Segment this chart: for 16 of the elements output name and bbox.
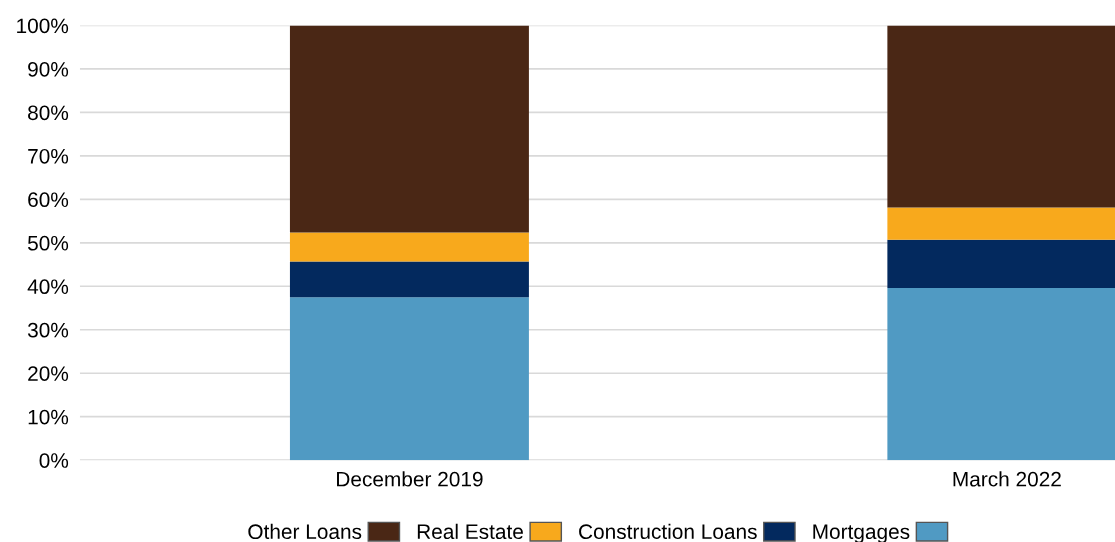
y-tick-label: 30% [27, 322, 69, 338]
y-tick-label: 10% [28, 409, 69, 425]
y-tick-label: 60% [28, 192, 69, 208]
legend-label: Real Estate [417, 523, 523, 540]
y-tick-label: 40% [27, 279, 69, 295]
y-tick-label: 50% [27, 235, 69, 251]
y-tick-label: 100% [17, 18, 69, 34]
y-tick-label: 20% [28, 366, 69, 381]
legend-label: Construction Loans [579, 523, 757, 540]
x-tick-label: March 2022 [953, 471, 1061, 487]
y-tick-label: 70% [28, 148, 69, 164]
legend-label: Other Loans [248, 523, 362, 540]
y-tick-label: 90% [28, 61, 69, 77]
y-tick-label: 0% [39, 453, 69, 468]
x-tick-label: December 2019 [337, 471, 483, 487]
y-tick-label: 80% [28, 105, 69, 121]
